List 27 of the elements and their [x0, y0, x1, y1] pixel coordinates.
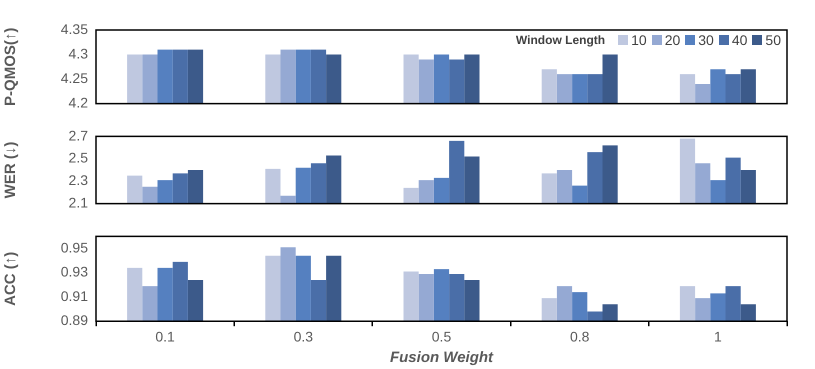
y-axis-title: ACC (↑)	[2, 252, 20, 306]
y-axis-title: WER (↓)	[2, 142, 20, 198]
x-axis-title: Fusion Weight	[390, 349, 494, 366]
legend-label: 50	[765, 32, 781, 48]
y-tick-label: 4.25	[60, 70, 88, 86]
x-tick-label: 0.1	[155, 328, 176, 344]
x-tick-label: 0.8	[570, 328, 590, 344]
y-tick-label: 4.3	[68, 45, 88, 62]
legend-label: 40	[732, 32, 748, 48]
y-tick-label: 2.5	[68, 150, 88, 166]
y-tick-label: 2.7	[68, 127, 88, 144]
legend-label: 20	[664, 32, 680, 48]
legend-label: 30	[698, 32, 714, 48]
y-tick-label: 2.1	[68, 194, 88, 210]
x-tick-label: 0.3	[294, 328, 314, 344]
legend-title: Window Length	[516, 33, 606, 47]
legend-label: 10	[631, 32, 647, 48]
y-tick-label: 0.95	[60, 239, 88, 256]
x-tick-label: 0.5	[432, 328, 452, 344]
y-tick-label: 4.2	[68, 94, 88, 110]
y-tick-label: 0.91	[60, 288, 88, 304]
y-tick-label: 4.35	[60, 20, 88, 37]
y-axis-title: P-QMOS(↑)	[2, 28, 20, 106]
y-tick-label: 2.3	[68, 172, 88, 188]
y-tick-label: 0.93	[60, 264, 88, 280]
x-tick-label: 1	[714, 328, 722, 344]
y-tick-label: 0.89	[60, 312, 88, 328]
